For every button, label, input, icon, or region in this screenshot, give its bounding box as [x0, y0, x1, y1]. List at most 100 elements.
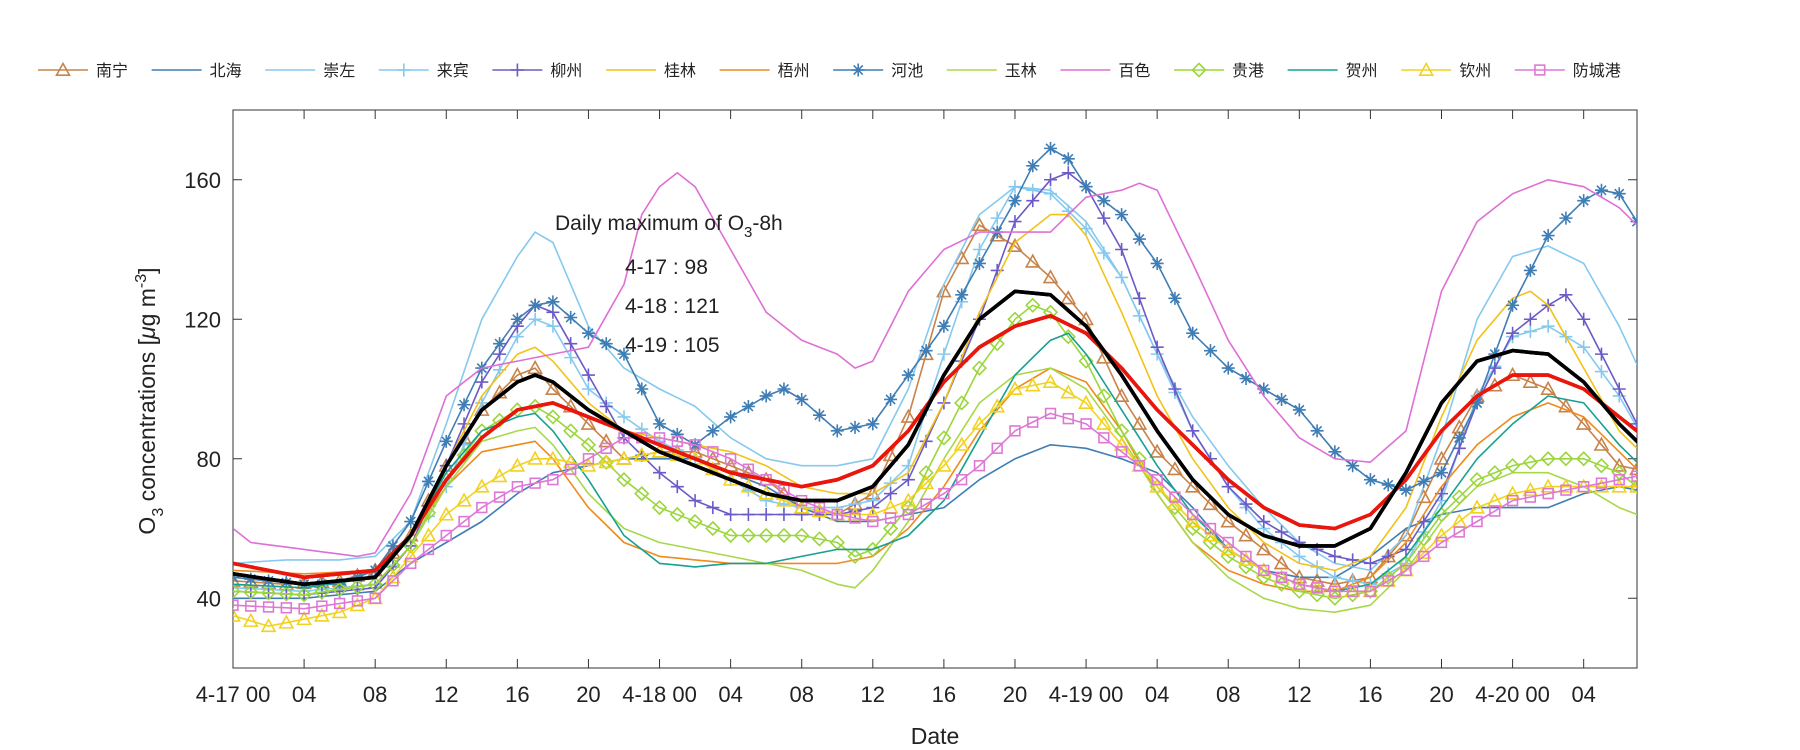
data-point — [1578, 480, 1590, 493]
data-point — [1007, 237, 1023, 253]
data-point — [1594, 365, 1608, 379]
data-point — [1115, 243, 1129, 256]
data-point — [1149, 443, 1166, 458]
data-point — [1131, 415, 1148, 430]
data-point — [1595, 477, 1608, 489]
data-point — [509, 457, 526, 472]
data-point — [1203, 344, 1217, 358]
data-point — [1398, 527, 1414, 542]
x-tick-label: 4-19 00 — [1049, 682, 1124, 707]
data-point — [1631, 470, 1637, 482]
x-tick-label: 08 — [363, 682, 387, 707]
data-point — [582, 453, 595, 465]
annotation-line-4-17: 4-17 : 98 — [625, 256, 708, 279]
data-point — [1009, 425, 1021, 437]
data-point — [562, 454, 579, 469]
y-tick-label: 40 — [197, 586, 221, 611]
data-point — [1096, 388, 1112, 404]
data-point — [1363, 556, 1377, 570]
data-point — [351, 595, 364, 607]
data-point — [1309, 572, 1325, 587]
data-point — [847, 548, 863, 565]
series-防城港 — [233, 407, 1637, 615]
x-tick-label: 04 — [1571, 682, 1595, 707]
data-point — [851, 63, 865, 77]
legend-label: 来宾 — [437, 62, 469, 80]
data-point — [1451, 489, 1467, 505]
legend-item-钦州: 钦州 — [1401, 61, 1491, 80]
data-point — [920, 498, 932, 510]
data-point — [616, 472, 632, 488]
data-point — [918, 465, 934, 481]
x-tick-label: 20 — [1003, 682, 1027, 707]
data-point — [759, 494, 773, 508]
data-point — [473, 478, 490, 493]
data-point — [1506, 326, 1520, 340]
data-point — [1534, 64, 1546, 76]
data-point — [1221, 361, 1235, 375]
series-line — [233, 213, 1637, 589]
data-point — [1220, 513, 1237, 528]
data-point — [458, 515, 470, 528]
data-point — [795, 392, 809, 406]
data-point — [1559, 211, 1573, 225]
data-point — [547, 473, 559, 486]
x-tick-label: 16 — [932, 682, 956, 707]
data-point — [1078, 394, 1094, 409]
legend-item-百色: 百色 — [1060, 62, 1150, 80]
data-point — [1202, 495, 1219, 511]
data-point — [1433, 527, 1450, 542]
legend-item-防城港: 防城港 — [1514, 62, 1621, 80]
data-point — [830, 424, 844, 438]
data-point — [369, 592, 381, 604]
legend-item-河池: 河池 — [833, 62, 923, 80]
data-point — [1612, 382, 1626, 396]
legend-label: 柳州 — [550, 62, 582, 80]
data-point — [332, 581, 348, 598]
series-桂林 — [233, 213, 1637, 589]
data-point — [1151, 473, 1163, 486]
data-point — [955, 288, 969, 302]
data-point — [740, 527, 757, 544]
legend-label: 贵港 — [1232, 62, 1264, 80]
data-point — [1577, 194, 1591, 208]
data-point — [1577, 312, 1591, 326]
data-point — [1363, 473, 1377, 487]
data-point — [580, 437, 597, 453]
data-point — [1310, 424, 1324, 438]
data-point — [563, 423, 579, 439]
data-point — [651, 499, 668, 516]
data-point — [670, 427, 684, 441]
data-point — [1008, 194, 1022, 208]
data-point — [55, 61, 71, 76]
data-point — [333, 597, 346, 610]
data-point — [635, 382, 649, 396]
data-point — [1025, 297, 1041, 313]
data-point — [580, 457, 597, 472]
x-axis-title: Date — [911, 723, 960, 749]
data-point — [1469, 499, 1485, 514]
legend-item-南宁: 南宁 — [38, 61, 128, 80]
data-point — [617, 410, 631, 424]
data-point — [599, 399, 613, 413]
data-point — [1275, 571, 1288, 584]
data-point — [1524, 491, 1537, 503]
data-point — [1504, 485, 1521, 500]
data-point — [598, 454, 614, 470]
data-point — [901, 368, 915, 382]
data-point — [953, 436, 970, 451]
data-point — [1133, 460, 1146, 472]
data-point — [1417, 474, 1431, 488]
data-point — [438, 506, 455, 521]
data-point — [1504, 458, 1521, 474]
data-point — [314, 607, 330, 622]
data-point — [759, 389, 773, 403]
data-point — [1061, 166, 1075, 180]
data-point — [1008, 180, 1022, 194]
data-point — [777, 382, 791, 396]
x-tick-label: 16 — [1358, 682, 1382, 707]
data-point — [581, 368, 595, 382]
data-point — [233, 583, 241, 599]
data-point — [1523, 324, 1537, 338]
